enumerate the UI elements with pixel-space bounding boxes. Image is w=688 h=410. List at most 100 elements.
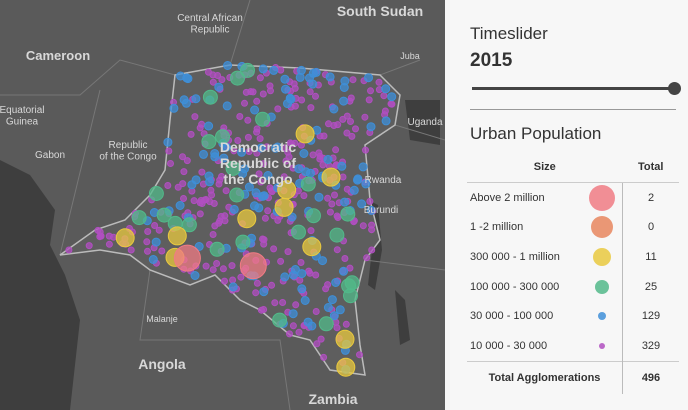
- agglomeration-dot: [329, 227, 345, 243]
- agglomeration-dot: [297, 259, 305, 266]
- slider-track[interactable]: [472, 87, 675, 90]
- agglomeration-dot: [295, 124, 315, 144]
- agglomeration-dot: [229, 204, 239, 214]
- agglomeration-dot: [317, 335, 325, 343]
- place-label: Uganda: [407, 117, 442, 128]
- legend-symbol-cell: [582, 183, 623, 213]
- agglomeration-dot: [273, 142, 283, 152]
- legend-row: 100 000 - 300 000 25: [467, 271, 679, 302]
- slider-title: Timeslider: [470, 24, 548, 43]
- agglomeration-dot: [223, 61, 233, 70]
- agglomeration-dot: [245, 148, 253, 155]
- agglomeration-dot: [335, 305, 345, 315]
- agglomeration-dot: [204, 121, 214, 131]
- agglomeration-dot: [327, 295, 337, 305]
- agglomeration-dot: [158, 247, 166, 255]
- agglomeration-dot: [307, 104, 315, 112]
- agglomeration-dot: [326, 208, 334, 216]
- agglomeration-dot: [244, 133, 252, 141]
- agglomeration-dot: [238, 169, 248, 179]
- agglomeration-dot: [209, 241, 225, 257]
- place-label-line: of the Congo: [99, 151, 157, 162]
- agglomeration-dot: [110, 233, 117, 241]
- agglomeration-dot: [346, 264, 354, 272]
- agglomeration-dot: [340, 76, 350, 86]
- place-label-line: Gabon: [35, 150, 65, 161]
- agglomeration-dot: [359, 222, 367, 230]
- agglomeration-dot: [318, 256, 327, 266]
- agglomeration-dot: [218, 173, 225, 180]
- legend-title: Urban Population: [470, 124, 602, 143]
- agglomeration-dot: [165, 147, 173, 155]
- agglomeration-dot: [228, 262, 236, 270]
- footer-row: Total Agglomerations 496: [467, 360, 679, 394]
- agglomeration-dot: [234, 137, 242, 144]
- agglomeration-dot: [335, 329, 355, 349]
- agglomeration-dot: [316, 152, 324, 160]
- agglomeration-dot: [260, 160, 268, 168]
- agglomeration-dot: [297, 269, 307, 279]
- agglomeration-dot: [280, 272, 290, 282]
- agglomeration-dot: [309, 151, 317, 159]
- agglomeration-dot: [181, 217, 197, 233]
- agglomeration-dot: [228, 282, 238, 292]
- agglomeration-dot: [187, 180, 197, 190]
- agglomeration-dot: [331, 278, 341, 287]
- agglomeration-dot: [179, 95, 189, 105]
- agglomeration-dot: [323, 155, 333, 164]
- agglomeration-dot: [312, 308, 320, 315]
- agglomeration-dot: [268, 281, 276, 289]
- agglomeration-dot: [187, 130, 195, 138]
- agglomeration-dot: [361, 113, 369, 121]
- agglomeration-dot: [362, 146, 369, 154]
- agglomeration-dot: [336, 357, 356, 377]
- size-label: Above 2 million: [470, 191, 545, 204]
- agglomeration-dot: [144, 247, 151, 255]
- place-label: Gabon: [35, 150, 65, 161]
- agglomeration-dot: [267, 187, 275, 195]
- place-label: Malanje: [146, 314, 178, 324]
- place-label-line: Cameroon: [26, 48, 90, 63]
- separator: [470, 109, 676, 110]
- agglomeration-dot: [387, 92, 397, 102]
- agglomeration-dot: [320, 132, 328, 140]
- agglomeration-dot: [167, 226, 187, 246]
- agglomeration-dot: [295, 72, 305, 82]
- total-header: Total: [622, 152, 679, 183]
- size-label: 100 000 - 300 000: [470, 280, 560, 293]
- agglomeration-dot: [258, 191, 267, 201]
- agglomeration-dot: [366, 197, 374, 205]
- agglomeration-dot: [366, 205, 376, 215]
- slider-handle[interactable]: [668, 82, 681, 95]
- agglomeration-dot: [277, 257, 285, 265]
- place-label-line: Burundi: [364, 205, 398, 216]
- agglomeration-dot: [201, 134, 217, 150]
- agglomeration-dot: [143, 238, 151, 246]
- agglomeration-dot: [256, 143, 266, 153]
- agglomeration-dot: [274, 197, 294, 217]
- place-label-line: Malanje: [146, 314, 178, 324]
- place-label-line: Republic of: [220, 155, 297, 171]
- place-label: Cameroon: [26, 48, 90, 63]
- agglomeration-dot: [295, 328, 303, 336]
- agglomeration-dot: [263, 171, 273, 180]
- agglomeration-dot: [237, 147, 247, 157]
- agglomeration-dot: [280, 173, 288, 181]
- place-label-line: South Sudan: [337, 3, 423, 19]
- agglomeration-dot: [255, 170, 263, 178]
- agglomeration-dot: [313, 340, 321, 348]
- agglomeration-dot: [300, 296, 310, 305]
- agglomeration-dot: [299, 149, 309, 158]
- agglomeration-dot: [85, 242, 93, 250]
- agglomeration-dot: [290, 265, 300, 274]
- agglomeration-dot: [332, 146, 340, 154]
- legend-symbol: [595, 279, 609, 294]
- agglomeration-dot: [387, 100, 395, 108]
- agglomeration-dot: [180, 195, 187, 202]
- total-value: 129: [622, 301, 679, 331]
- agglomeration-dot: [256, 74, 264, 82]
- agglomeration-dot: [127, 246, 135, 254]
- year: 2015: [470, 50, 513, 71]
- agglomeration-dot: [213, 260, 221, 267]
- agglomeration-dot: [215, 180, 223, 188]
